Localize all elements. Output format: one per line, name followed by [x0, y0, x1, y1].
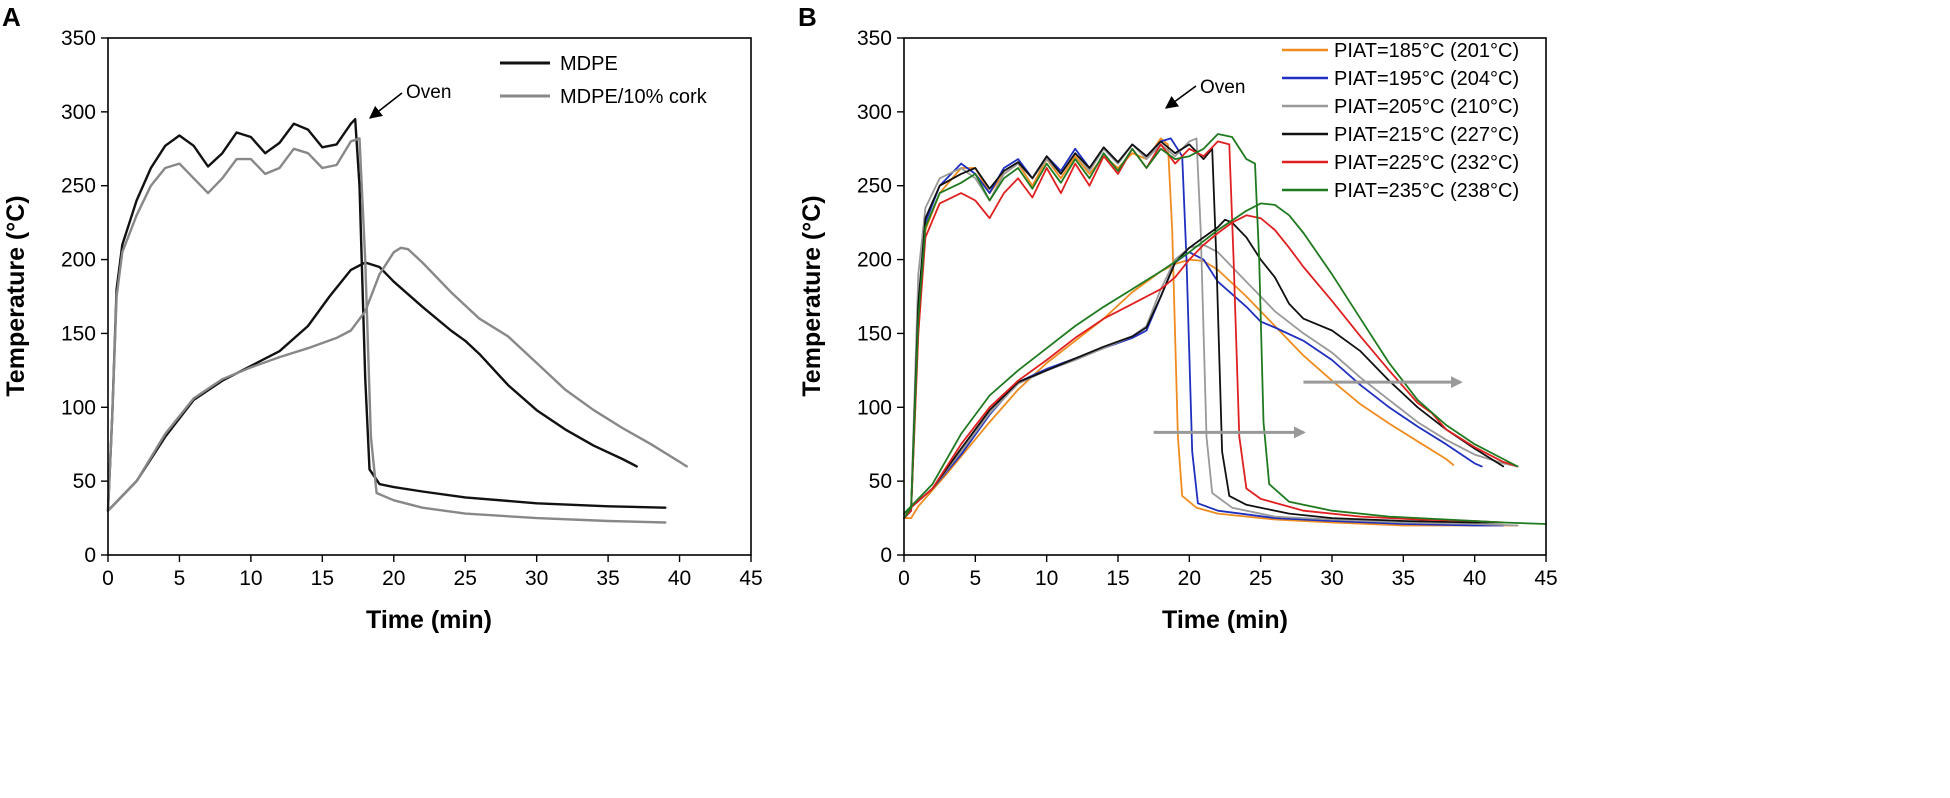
series-line-mdpe-sample	[106, 261, 638, 512]
y-tick-label: 100	[61, 396, 96, 419]
oven-label: Oven	[1200, 77, 1245, 98]
panel-b-shift-arrows	[1153, 376, 1463, 439]
x-tick-label: 45	[739, 567, 762, 590]
x-tick-label: 20	[382, 567, 405, 590]
panel-b-xlabel: Time (min)	[1162, 606, 1288, 634]
y-tick-label: 200	[857, 249, 892, 272]
panel-a-legend: MDPE MDPE/10% cork	[500, 53, 708, 108]
x-tick-label: 35	[596, 567, 619, 590]
x-tick-label: 45	[1534, 567, 1557, 590]
y-tick-label: 150	[61, 322, 96, 345]
series-line-piat-215-c-227-c-oven	[903, 140, 1505, 524]
panel-a-ylabel: Temperature (°C)	[2, 195, 30, 396]
panel-a-ticks: 0 5 10 15 20 25 30 35 40 45 0 50 100 150 200 250 300 350	[61, 27, 763, 590]
y-tick-label: 50	[869, 470, 892, 493]
series-line-mdpe-10-cork-oven	[106, 137, 667, 524]
y-tick-label: 350	[857, 27, 892, 50]
x-tick-label: 30	[525, 567, 548, 590]
x-tick-label: 25	[1249, 567, 1272, 590]
panel-a-letter: A	[2, 2, 21, 32]
legend-label-piat-225: PIAT=225°C (232°C)	[1334, 152, 1519, 174]
y-tick-label: 0	[880, 544, 892, 567]
y-tick-label: 0	[84, 544, 96, 567]
panel-b-ylabel: Temperature (°C)	[798, 195, 826, 396]
x-tick-label: 0	[102, 567, 114, 590]
panel-b-oven-annotation: Oven	[1164, 77, 1245, 109]
y-tick-label: 250	[857, 175, 892, 198]
series-line-piat-225-c-232-c-sample	[903, 214, 1519, 515]
panel-a-oven-annotation: Oven	[368, 82, 451, 119]
panel-b-ticks: 0 5 10 15 20 25 30 35 40 45 0 50 100 150 200 250 300 350	[857, 27, 1558, 590]
x-tick-label: 10	[1035, 567, 1058, 590]
x-tick-label: 35	[1392, 567, 1415, 590]
legend-label-piat-215: PIAT=215°C (227°C)	[1334, 124, 1519, 146]
series-line-piat-235-c-238-c-oven	[903, 133, 1547, 525]
y-tick-label: 300	[857, 101, 892, 124]
oven-label: Oven	[406, 82, 451, 103]
panel-a-series	[106, 118, 688, 524]
oven-arrow	[368, 92, 403, 119]
x-tick-label: 15	[1106, 567, 1129, 590]
panel-a: A 0 5 10 15 20 25 30 35 40 45 0 50 100 150 200 250 300 35…	[2, 2, 763, 634]
legend-label-piat-195: PIAT=195°C (204°C)	[1334, 68, 1519, 90]
panel-a-xlabel: Time (min)	[366, 606, 492, 634]
x-tick-label: 40	[668, 567, 691, 590]
series-line-mdpe-10-cork-sample	[106, 246, 688, 512]
y-tick-label: 150	[857, 322, 892, 345]
x-tick-label: 20	[1178, 567, 1201, 590]
x-tick-label: 5	[174, 567, 186, 590]
legend-label-piat-205: PIAT=205°C (210°C)	[1334, 96, 1519, 118]
panel-a-frame	[107, 37, 752, 556]
x-tick-label: 25	[454, 567, 477, 590]
legend-label-piat-185: PIAT=185°C (201°C)	[1334, 40, 1519, 62]
panel-b-frame	[903, 37, 1547, 556]
oven-arrow	[1164, 85, 1197, 109]
legend-label-mdpe: MDPE	[560, 53, 618, 75]
x-tick-label: 5	[969, 567, 981, 590]
x-tick-label: 40	[1463, 567, 1486, 590]
series-line-piat-215-c-227-c-sample	[903, 218, 1505, 515]
series-line-piat-235-c-238-c-sample	[903, 202, 1519, 515]
y-tick-label: 300	[61, 101, 96, 124]
x-tick-label: 10	[239, 567, 262, 590]
y-tick-label: 100	[857, 396, 892, 419]
series-line-piat-205-c-210-c-oven	[903, 137, 1519, 527]
y-tick-label: 350	[61, 27, 96, 50]
y-tick-label: 250	[61, 175, 96, 198]
x-tick-label: 30	[1320, 567, 1343, 590]
y-tick-label: 200	[61, 249, 96, 272]
panel-b-series	[903, 133, 1547, 527]
series-line-piat-185-c-201-c-sample	[903, 258, 1455, 519]
y-tick-label: 50	[73, 470, 96, 493]
panel-b-letter: B	[798, 2, 817, 32]
series-line-mdpe-oven	[106, 118, 667, 512]
x-tick-label: 0	[898, 567, 910, 590]
panel-b-legend: PIAT=185°C (201°C) PIAT=195°C (204°C) PI…	[1282, 40, 1519, 202]
x-tick-label: 15	[311, 567, 334, 590]
legend-label-piat-235: PIAT=235°C (238°C)	[1334, 180, 1519, 202]
legend-label-mdpe-cork: MDPE/10% cork	[560, 86, 708, 108]
panel-b: B 0 5 10 15 20 25 30 35 40 45 0 50 100 150 200 250 300 35…	[798, 2, 1558, 634]
